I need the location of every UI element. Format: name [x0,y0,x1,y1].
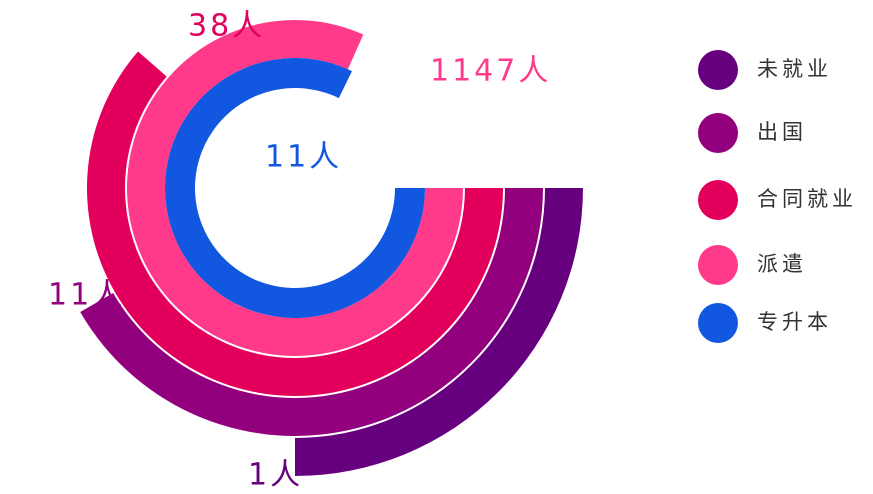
ring-arc [87,51,504,396]
legend-label: 出国 [757,120,807,144]
value-label: 38人 [188,9,265,44]
value-label: 11人 [265,140,342,175]
legend-label: 专升本 [757,310,832,334]
legend-label: 未就业 [757,57,832,81]
ring-arc [165,57,425,318]
value-label: 1147人 [430,54,551,89]
value-label: 11人 [48,278,125,313]
legend-swatch [698,303,738,343]
legend-swatch [698,245,738,285]
legend-label: 合同就业 [757,187,857,211]
legend-label: 派遣 [757,252,807,276]
value-label: 1人 [248,458,303,491]
legend-swatch [698,113,738,153]
legend-swatch [698,180,738,220]
ring-arc [295,188,583,476]
legend-swatch [698,50,738,90]
ring-arc [80,188,543,436]
